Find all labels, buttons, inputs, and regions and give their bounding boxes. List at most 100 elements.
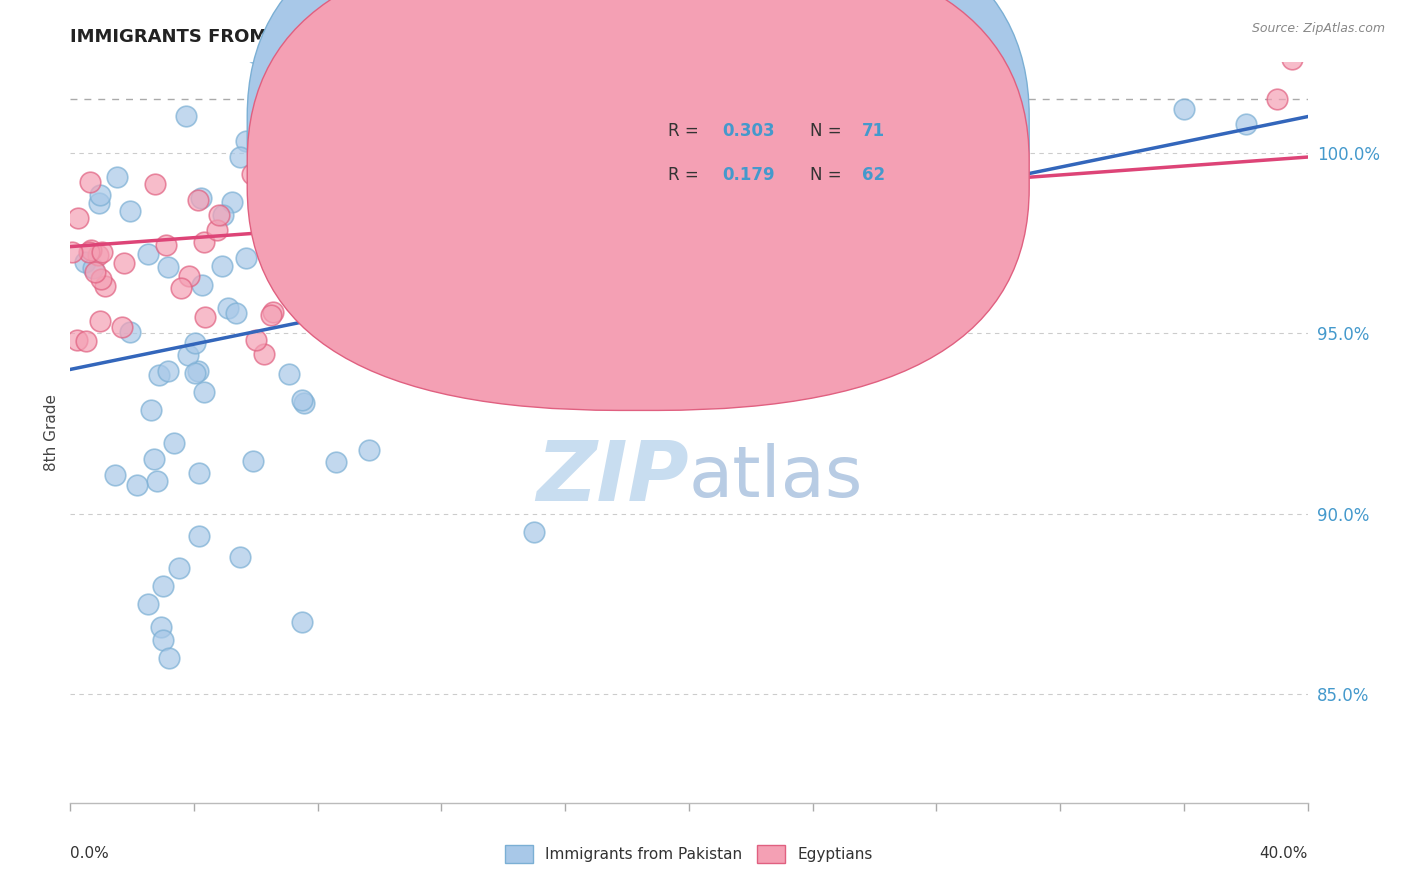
Point [183, 335, 205, 350]
Point [262, 304, 284, 318]
Point [257, 198, 280, 212]
Point [1281, 52, 1303, 66]
Point [225, 306, 247, 320]
Point [356, 242, 378, 256]
Point [75, 334, 97, 348]
Point [174, 109, 197, 123]
Point [450, 219, 472, 233]
Point [235, 134, 257, 148]
Point [155, 238, 177, 252]
Point [359, 443, 381, 458]
Point [253, 347, 276, 361]
Point [94, 279, 117, 293]
Point [294, 164, 316, 178]
Text: 0.0%: 0.0% [70, 847, 110, 861]
Point [291, 615, 314, 630]
Point [370, 278, 392, 293]
Point [139, 403, 162, 417]
Point [728, 172, 751, 186]
Point [105, 169, 128, 184]
Point [221, 195, 243, 210]
Point [395, 260, 418, 275]
Point [118, 204, 141, 219]
Text: 0.303: 0.303 [723, 121, 775, 140]
Point [79, 175, 101, 189]
Point [229, 550, 252, 565]
Point [245, 333, 267, 347]
Point [60, 245, 83, 260]
Point [250, 113, 273, 128]
Point [79, 244, 101, 259]
Text: atlas: atlas [689, 442, 863, 511]
Point [143, 451, 166, 466]
Text: 40.0%: 40.0% [1260, 847, 1308, 861]
Point [339, 156, 361, 170]
Point [381, 204, 404, 219]
Text: ZIP: ZIP [536, 436, 689, 517]
Point [314, 299, 336, 313]
Point [188, 529, 211, 543]
Point [441, 183, 464, 197]
Point [257, 188, 280, 202]
Point [354, 295, 377, 310]
Legend: Immigrants from Pakistan, Egyptians: Immigrants from Pakistan, Egyptians [499, 839, 879, 869]
Point [86, 248, 108, 262]
Point [315, 279, 337, 293]
Point [245, 46, 267, 61]
Point [399, 210, 422, 224]
Point [567, 212, 589, 227]
Point [305, 192, 328, 206]
FancyBboxPatch shape [247, 0, 1029, 410]
Point [90, 271, 112, 285]
Point [740, 145, 762, 160]
Point [682, 209, 704, 223]
Point [458, 212, 481, 227]
Text: 71: 71 [862, 121, 886, 140]
FancyBboxPatch shape [596, 103, 967, 203]
Point [66, 333, 89, 347]
Point [193, 385, 215, 400]
Point [526, 278, 548, 293]
Point [446, 222, 468, 236]
Point [208, 208, 231, 222]
Point [157, 651, 180, 665]
Point [212, 208, 235, 222]
Point [149, 620, 172, 634]
Point [336, 234, 359, 248]
Point [111, 320, 134, 334]
Point [104, 468, 127, 483]
Point [148, 368, 170, 382]
Point [152, 633, 174, 648]
Point [89, 187, 111, 202]
Point [73, 255, 96, 269]
FancyBboxPatch shape [247, 0, 1029, 366]
Point [177, 348, 200, 362]
Text: 62: 62 [862, 166, 886, 184]
Point [260, 308, 283, 322]
Point [84, 265, 107, 279]
Point [235, 251, 257, 265]
Point [184, 366, 207, 380]
Text: N =: N = [810, 166, 846, 184]
Point [136, 597, 159, 611]
Point [515, 240, 537, 254]
Point [616, 128, 638, 142]
Point [138, 246, 160, 260]
Text: N =: N = [810, 121, 846, 140]
Point [170, 280, 193, 294]
Point [205, 223, 228, 237]
Point [152, 579, 174, 593]
Point [167, 561, 190, 575]
Point [191, 278, 214, 293]
Point [292, 396, 315, 410]
Point [307, 297, 329, 311]
Point [353, 222, 375, 236]
Text: Source: ZipAtlas.com: Source: ZipAtlas.com [1251, 22, 1385, 36]
Point [190, 191, 212, 205]
Point [156, 364, 179, 378]
Point [273, 257, 295, 271]
Point [361, 285, 384, 300]
Point [430, 308, 453, 322]
Point [211, 260, 233, 274]
Point [290, 392, 312, 407]
